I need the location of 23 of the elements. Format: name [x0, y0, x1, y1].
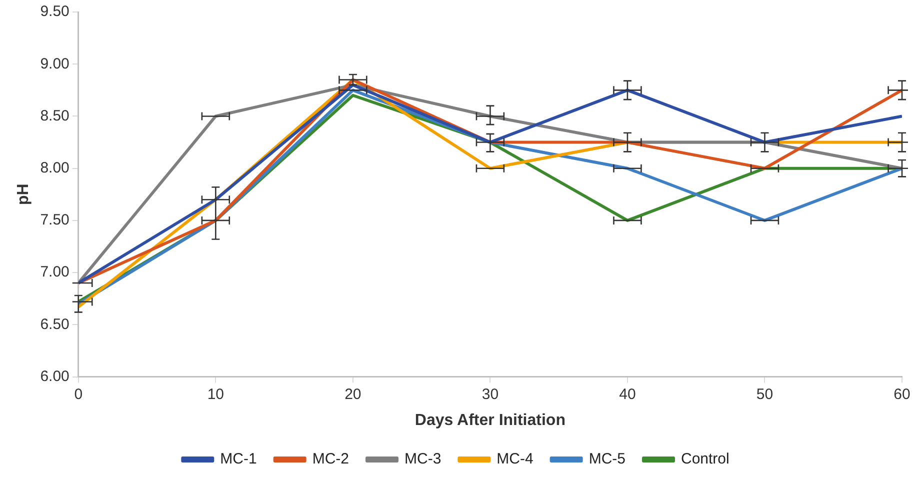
legend-label: MC-5 [588, 450, 626, 468]
legend-label: MC-1 [220, 450, 257, 468]
x-tick-label: 40 [619, 386, 636, 403]
x-tick-label: 60 [894, 386, 910, 403]
x-axis-title: Days After Initiation [414, 412, 566, 429]
y-tick-label: 6.50 [40, 316, 70, 333]
y-tick-label: 9.50 [40, 3, 70, 20]
legend-label: Control [680, 450, 730, 468]
y-tick-label: 8.00 [40, 159, 70, 176]
y-tick-label: 7.50 [40, 212, 70, 229]
legend-label: MC-3 [404, 450, 442, 468]
y-tick-label: 6.00 [40, 368, 70, 385]
legend-label: MC-2 [312, 450, 349, 468]
y-tick-label: 8.50 [40, 107, 70, 124]
x-tick-label: 10 [207, 386, 224, 403]
legend-label: MC-4 [496, 450, 534, 468]
y-axis-title: pH [15, 184, 32, 206]
x-tick-label: 0 [74, 386, 83, 403]
x-tick-label: 50 [756, 386, 774, 403]
y-tick-label: 7.00 [40, 264, 70, 281]
y-tick-label: 9.00 [40, 55, 70, 72]
x-tick-label: 30 [482, 386, 499, 403]
x-tick-label: 20 [344, 386, 362, 403]
